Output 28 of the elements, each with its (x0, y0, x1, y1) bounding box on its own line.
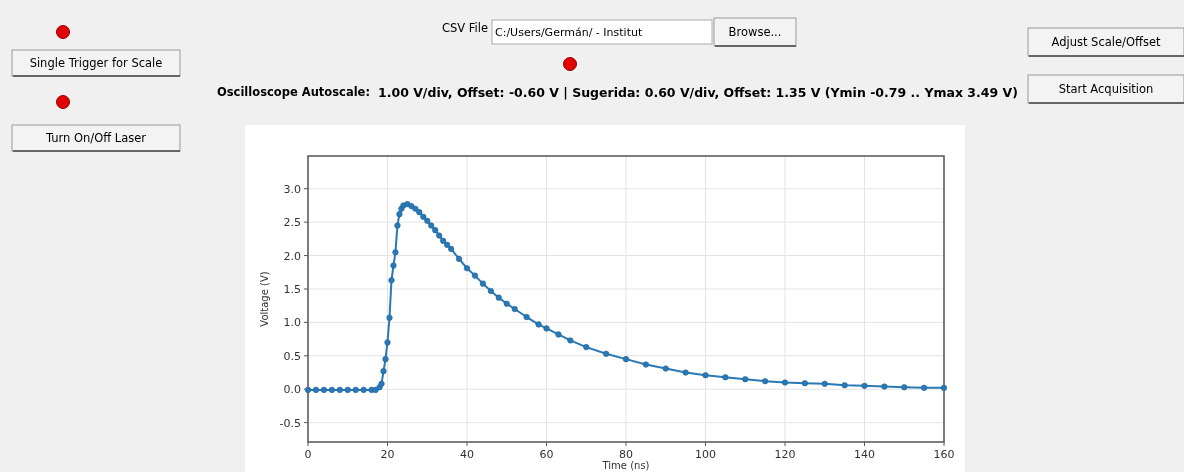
y-tick-label: -0.5 (279, 416, 301, 430)
x-tick-label: 140 (854, 448, 875, 461)
button: Start Acquisition (1027, 74, 1184, 104)
y-tick-label: 2.0 (283, 249, 301, 263)
y-tick-label: 3.0 (283, 182, 301, 196)
button: Browse... (713, 17, 797, 47)
text-field: C:/Users/Germán/ - Institut (491, 19, 713, 45)
button: Single Trigger for Scale (11, 49, 181, 77)
text: 1.00 V/div, Offset: -0.60 V | Sugerida: 0.60 V/div, Offset: 1.35 V (Ymin -0.79 .. Ymax 3.49 V) (378, 85, 1018, 100)
y-axis-title: Voltage (V) (259, 271, 270, 327)
text: CSV File (441, 21, 488, 35)
x-tick-label: 160 (933, 448, 955, 461)
x-axis-title: Time (ns) (601, 460, 650, 471)
y-tick-label: 0.0 (283, 383, 301, 397)
x-tick-label: 100 (695, 448, 716, 461)
text: Oscilloscope Autoscale: (216, 85, 370, 99)
button: Adjust Scale/Offset (1027, 27, 1184, 57)
x-tick-label: 80 (619, 448, 633, 461)
x-tick-label: 20 (380, 448, 395, 461)
x-tick-label: 60 (539, 448, 554, 461)
button: Turn On/Off Laser (11, 124, 181, 152)
y-tick-label: 1.0 (283, 316, 301, 330)
y-tick-label: 0.5 (283, 349, 301, 363)
x-tick-label: 120 (774, 448, 796, 461)
x-tick-label: 40 (460, 448, 474, 461)
y-tick-label: 2.5 (283, 216, 301, 230)
y-tick-label: 1.5 (283, 282, 301, 296)
x-tick-label: 0 (304, 448, 312, 461)
